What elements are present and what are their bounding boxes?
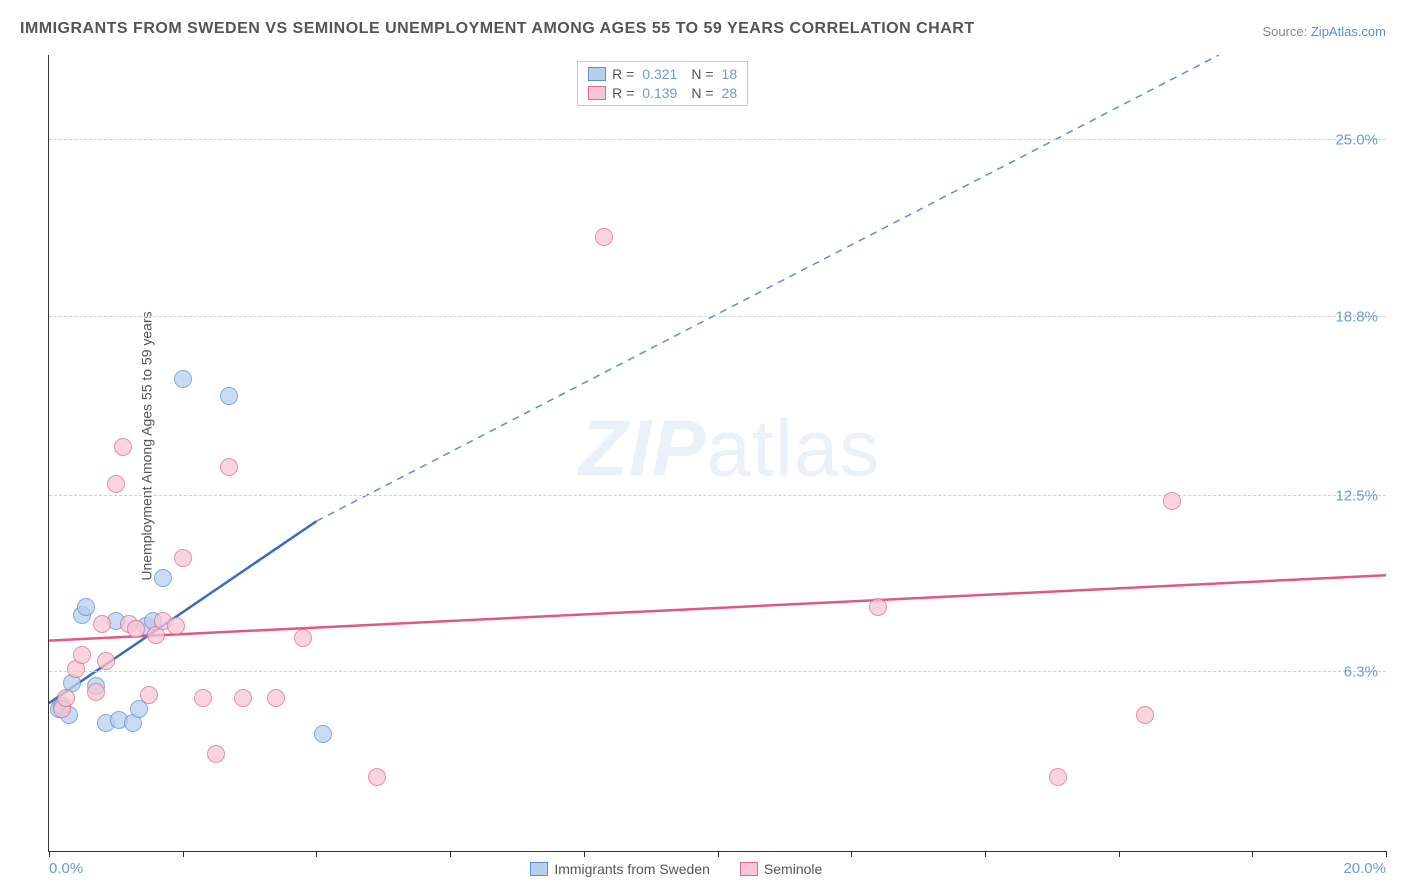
y-tick-label: 18.8% [1335, 308, 1378, 325]
grid-line [49, 495, 1386, 496]
data-point [314, 725, 332, 743]
legend-r-value: 0.321 [642, 66, 677, 82]
grid-line [49, 139, 1386, 140]
x-tick [1119, 851, 1120, 857]
data-point [294, 629, 312, 647]
x-tick [183, 851, 184, 857]
legend-n-value: 28 [722, 85, 738, 101]
watermark: ZIPatlas [579, 402, 880, 494]
data-point [174, 370, 192, 388]
data-point [154, 569, 172, 587]
data-point [1136, 706, 1154, 724]
legend-stats-row: R = 0.139 N = 28 [588, 85, 737, 101]
source-attribution: Source: ZipAtlas.com [1262, 24, 1386, 39]
grid-line [49, 671, 1386, 672]
watermark-rest: atlas [706, 403, 880, 492]
grid-line [49, 316, 1386, 317]
legend-r-label: R = [612, 66, 634, 82]
data-point [220, 458, 238, 476]
legend-series-name: Seminole [764, 861, 822, 877]
chart-container: IMMIGRANTS FROM SWEDEN VS SEMINOLE UNEMP… [0, 0, 1406, 892]
legend-swatch [588, 67, 606, 81]
source-label: Source: [1262, 24, 1310, 39]
data-point [93, 615, 111, 633]
data-point [368, 768, 386, 786]
data-point [167, 617, 185, 635]
data-point [869, 598, 887, 616]
data-point [595, 228, 613, 246]
data-point [207, 745, 225, 763]
data-point [1163, 492, 1181, 510]
x-tick [851, 851, 852, 857]
source-link[interactable]: ZipAtlas.com [1311, 24, 1386, 39]
data-point [174, 549, 192, 567]
legend-n-label: N = [691, 66, 713, 82]
data-point [73, 646, 91, 664]
data-point [140, 686, 158, 704]
data-point [220, 387, 238, 405]
legend-series-item: Immigrants from Sweden [530, 861, 710, 877]
x-tick [584, 851, 585, 857]
legend-series-item: Seminole [740, 861, 822, 877]
data-point [1049, 768, 1067, 786]
y-tick-label: 6.3% [1344, 663, 1378, 680]
legend-series-name: Immigrants from Sweden [554, 861, 710, 877]
y-tick-label: 25.0% [1335, 132, 1378, 149]
trend-lines [49, 55, 1386, 851]
legend-stats: R = 0.321 N = 18 R = 0.139 N = 28 [577, 61, 748, 106]
legend-swatch [588, 86, 606, 100]
x-tick [985, 851, 986, 857]
legend-r-value: 0.139 [642, 85, 677, 101]
data-point [57, 689, 75, 707]
data-point [77, 598, 95, 616]
data-point [97, 652, 115, 670]
legend-swatch [530, 862, 548, 876]
legend-stats-row: R = 0.321 N = 18 [588, 66, 737, 82]
data-point [267, 689, 285, 707]
watermark-bold: ZIP [579, 403, 706, 492]
x-tick [718, 851, 719, 857]
x-tick-label: 20.0% [1343, 860, 1386, 877]
data-point [194, 689, 212, 707]
x-tick [316, 851, 317, 857]
x-tick [49, 851, 50, 857]
legend-series: Immigrants from Sweden Seminole [530, 861, 822, 877]
x-tick [450, 851, 451, 857]
plot-area: ZIPatlas 6.3%12.5%18.8%25.0%0.0%20.0%R =… [48, 55, 1386, 852]
data-point [107, 475, 125, 493]
data-point [87, 683, 105, 701]
legend-n-label: N = [691, 85, 713, 101]
legend-r-label: R = [612, 85, 634, 101]
legend-swatch [740, 862, 758, 876]
data-point [114, 438, 132, 456]
x-tick-label: 0.0% [49, 860, 83, 877]
data-point [127, 620, 145, 638]
legend-n-value: 18 [722, 66, 738, 82]
data-point [234, 689, 252, 707]
x-tick [1386, 851, 1387, 857]
x-tick [1252, 851, 1253, 857]
y-tick-label: 12.5% [1335, 487, 1378, 504]
chart-title: IMMIGRANTS FROM SWEDEN VS SEMINOLE UNEMP… [20, 20, 975, 38]
